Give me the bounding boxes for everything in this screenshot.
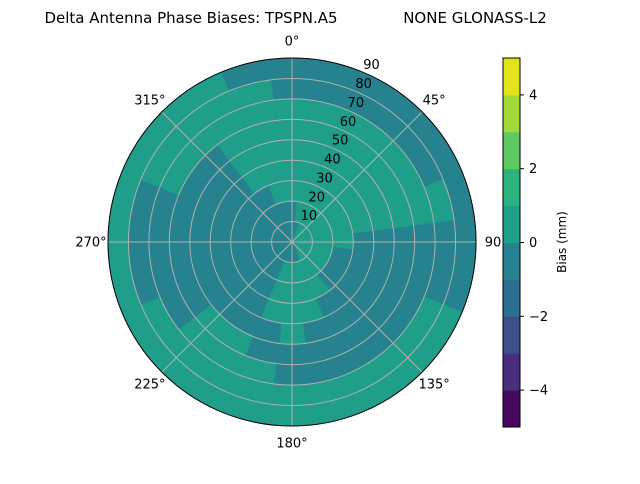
colorbar-segment bbox=[503, 279, 520, 317]
theta-tick-label: 315° bbox=[134, 93, 165, 108]
colorbar-segment bbox=[503, 205, 520, 243]
colorbar-tick-label: 2 bbox=[529, 162, 537, 177]
r-tick-label: 10 bbox=[301, 209, 318, 224]
chart-title-left: Delta Antenna Phase Biases: TPSPN.A5 bbox=[44, 9, 337, 27]
theta-tick-label: 270° bbox=[75, 236, 106, 251]
r-tick-label: 70 bbox=[348, 96, 365, 111]
r-tick-label: 80 bbox=[355, 77, 372, 92]
colorbar-tick-label: 4 bbox=[529, 88, 537, 103]
r-tick-label: 30 bbox=[316, 171, 333, 186]
theta-gridline bbox=[161, 241, 293, 373]
colorbar-segment bbox=[503, 58, 520, 96]
r-tick-label: 60 bbox=[340, 115, 357, 130]
r-tick-label: 40 bbox=[324, 153, 341, 168]
colorbar-tick-label: 0 bbox=[529, 236, 537, 251]
r-tick-label: 20 bbox=[308, 190, 325, 205]
theta-tick-label: 0° bbox=[285, 35, 300, 50]
r-tick-labels: 10 20 30 40 50 60 70 80 90 bbox=[301, 58, 380, 224]
colorbar-segment bbox=[503, 390, 520, 428]
theta-tick-label: 180° bbox=[276, 437, 307, 452]
chart-title-right: NONE GLONASS-L2 bbox=[403, 9, 547, 27]
theta-tick-label: 135° bbox=[418, 378, 449, 393]
theta-tick-label: 225° bbox=[134, 378, 165, 393]
theta-tick-label: 90 bbox=[485, 236, 502, 251]
colorbar-segment bbox=[503, 316, 520, 354]
polar-grid bbox=[107, 57, 477, 427]
theta-gridline bbox=[291, 111, 423, 243]
theta-gridline bbox=[161, 111, 293, 243]
colorbar: −4 −2 0 2 4 bbox=[502, 57, 548, 428]
colorbar-segment bbox=[503, 94, 520, 133]
r-tick-label: 50 bbox=[332, 134, 349, 149]
colorbar-segment bbox=[503, 131, 520, 170]
colorbar-segment bbox=[503, 353, 520, 391]
colorbar-label: Bias (mm) bbox=[555, 211, 569, 273]
colorbar-segment bbox=[503, 168, 520, 207]
colorbar-tick-label: −4 bbox=[529, 384, 548, 399]
colorbar-tick-label: −2 bbox=[529, 310, 548, 325]
theta-gridline bbox=[291, 241, 423, 373]
theta-tick-labels: 0° 45° 90 135° 180° 225° 270° 315° bbox=[75, 35, 501, 452]
polar-frame bbox=[107, 57, 477, 427]
r-tick-label: 90 bbox=[363, 58, 380, 73]
colorbar-segment bbox=[503, 242, 520, 280]
theta-tick-label: 45° bbox=[423, 93, 446, 108]
